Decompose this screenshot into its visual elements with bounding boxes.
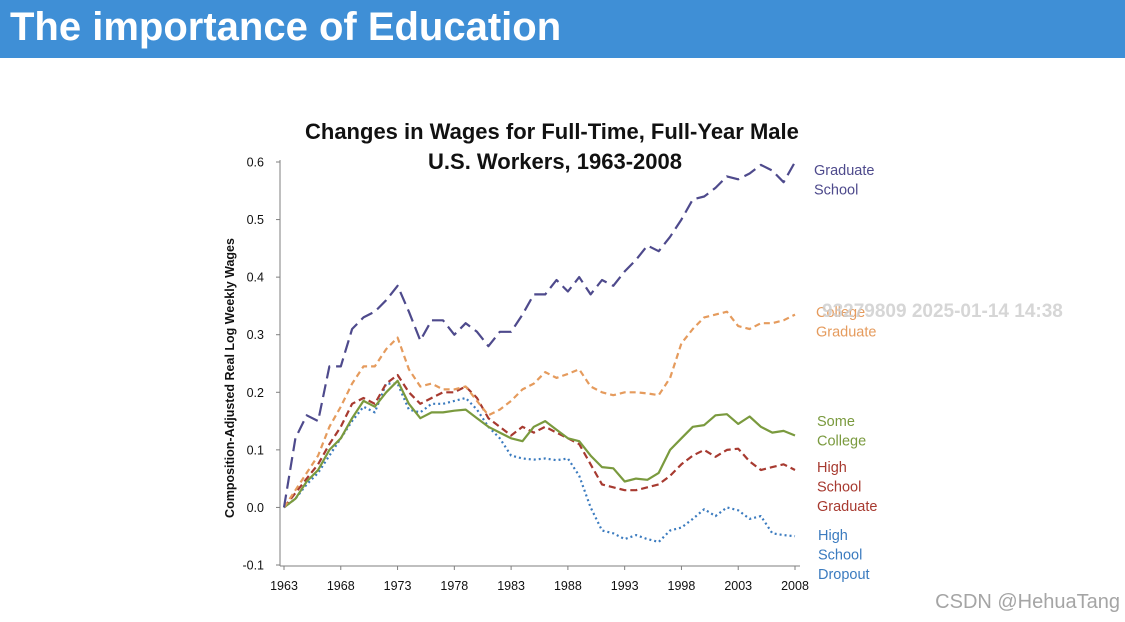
series-label-line: High [817, 460, 847, 476]
axes: -0.1 0.0 0.1 0.2 0.3 0.4 0.5 0.6 1963 1968 1973 197… [242, 156, 808, 594]
series-label-line: Graduate [817, 499, 877, 515]
y-tick-label: 0.3 [247, 328, 264, 342]
series-label-high-school-graduate: High School Graduate [817, 460, 877, 515]
y-tick-label: 0.0 [247, 501, 264, 515]
series-line-college-graduate [283, 310, 796, 509]
series-label-line: College [816, 305, 865, 321]
y-tick-label: 0.5 [247, 213, 264, 227]
series-line-high-school-dropout [283, 382, 796, 544]
series-label-line: College [817, 434, 866, 450]
series-label-graduate-school: Graduate School [814, 163, 874, 199]
slide-title: The importance of Education [10, 5, 562, 49]
chart-title-line-1: Changes in Wages for Full-Time, Full-Yea… [305, 119, 799, 144]
y-tick-label: 0.2 [247, 386, 264, 400]
y-tick-label: -0.1 [242, 559, 264, 573]
x-tick-label: 1968 [327, 579, 355, 593]
x-tick-label: 1973 [384, 579, 412, 593]
series-label-line: Some [817, 414, 855, 430]
x-tick-label: 1993 [611, 579, 639, 593]
x-tick-label: 1998 [668, 579, 696, 593]
series-label-line: High [818, 528, 848, 544]
series-lines [282, 161, 796, 544]
x-tick-label: 1978 [440, 579, 468, 593]
series-label-line: Graduate [814, 163, 874, 179]
watermark-timestamp: 93279809 2025-01-14 14:38 [822, 301, 1063, 322]
chart-title-line-2: U.S. Workers, 1963-2008 [428, 149, 682, 174]
series-label-college-graduate: College Graduate [816, 305, 876, 341]
series-label-line: School [818, 548, 862, 564]
series-line-high-school-graduate [283, 373, 796, 509]
series-line-some-college [283, 379, 796, 509]
slide-header: The importance of Education [0, 0, 1125, 58]
series-label-line: School [814, 183, 858, 199]
y-tick-label: 0.4 [247, 271, 264, 285]
series-label-line: Graduate [816, 325, 876, 341]
x-tick-label: 2008 [781, 579, 809, 593]
series-label-line: Dropout [818, 567, 870, 583]
y-axis-label: Composition-Adjusted Real Log Weekly Wag… [223, 238, 237, 518]
chart-title: Changes in Wages for Full-Time, Full-Yea… [305, 119, 805, 174]
y-tick-label: 0.1 [247, 443, 264, 457]
series-label-line: School [817, 480, 861, 496]
x-tick-label: 1983 [497, 579, 525, 593]
series-line-graduate-school [282, 161, 796, 508]
series-label-high-school-dropout: High School Dropout [818, 528, 870, 583]
y-tick-label: 0.6 [247, 156, 264, 170]
x-tick-label: 2003 [724, 579, 752, 593]
series-label-some-college: Some College [817, 414, 866, 450]
watermark-credit: CSDN @HehuaTang [935, 591, 1120, 613]
series-labels: Graduate School College Graduate Some College… [814, 163, 877, 583]
x-tick-label: 1988 [554, 579, 582, 593]
x-tick-label: 1963 [270, 579, 298, 593]
